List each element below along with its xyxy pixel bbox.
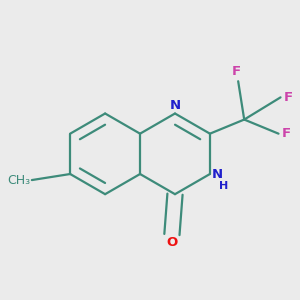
Text: N: N (169, 99, 181, 112)
Text: F: F (282, 127, 291, 140)
Text: F: F (232, 65, 241, 78)
Text: F: F (284, 91, 293, 104)
Text: CH₃: CH₃ (7, 174, 30, 187)
Text: O: O (166, 236, 178, 249)
Text: N: N (212, 167, 223, 181)
Text: H: H (219, 181, 228, 191)
